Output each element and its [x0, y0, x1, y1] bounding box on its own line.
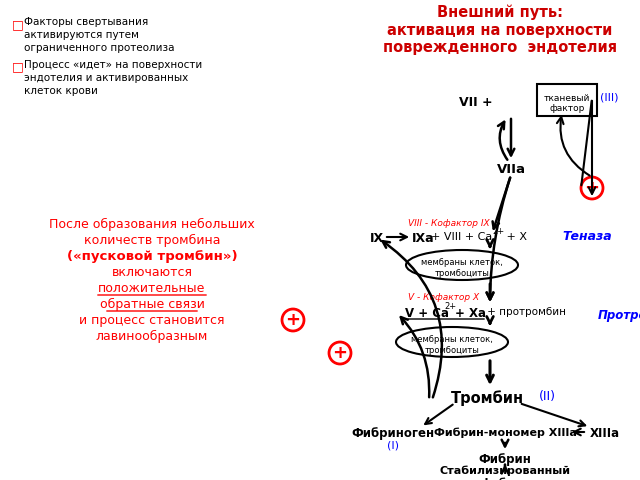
Text: + Xa: + Xa: [455, 307, 486, 320]
Text: VIII - Кофактор IX: VIII - Кофактор IX: [408, 219, 490, 228]
Ellipse shape: [396, 327, 508, 357]
Text: IXa: IXa: [412, 232, 435, 245]
Text: V - Кофактор X: V - Кофактор X: [408, 293, 479, 302]
Text: VII +: VII +: [460, 96, 493, 109]
Text: После образования небольших: После образования небольших: [49, 218, 255, 231]
Text: 2+: 2+: [444, 302, 456, 311]
Text: Факторы свертывания: Факторы свертывания: [24, 17, 148, 27]
Text: VIIa: VIIa: [497, 163, 525, 176]
Text: лавинообразным: лавинообразным: [96, 330, 208, 343]
Text: Стабилизированный: Стабилизированный: [440, 465, 570, 476]
Text: + VIII + Ca: + VIII + Ca: [431, 232, 492, 242]
Text: + протромбин: + протромбин: [484, 307, 566, 317]
Text: ограниченного протеолиза: ограниченного протеолиза: [24, 43, 175, 53]
Text: клеток крови: клеток крови: [24, 86, 98, 96]
Text: (I): (I): [387, 440, 399, 450]
Text: Процесс «идет» на поверхности: Процесс «идет» на поверхности: [24, 60, 202, 70]
Text: V + Ca: V + Ca: [405, 307, 449, 320]
Text: тромбоциты: тромбоциты: [424, 346, 479, 355]
Text: обратные связи: обратные связи: [100, 298, 204, 311]
Text: Внешний путь:
активация на поверхности
поврежденного  эндотелия: Внешний путь: активация на поверхности п…: [383, 5, 617, 55]
Text: мембраны клеток,: мембраны клеток,: [411, 335, 493, 344]
Text: Фибрин: Фибрин: [479, 453, 531, 466]
Text: (III): (III): [600, 93, 618, 103]
Text: □: □: [12, 18, 24, 31]
Text: +: +: [285, 311, 301, 329]
Text: положительные: положительные: [99, 282, 205, 295]
Text: Протромбиназа: Протромбиназа: [598, 309, 640, 322]
Text: («пусковой тромбин»): («пусковой тромбин»): [67, 250, 237, 263]
Text: количеств тромбина: количеств тромбина: [84, 234, 220, 247]
Text: XIIIa: XIIIa: [590, 427, 620, 440]
Text: 2+: 2+: [492, 227, 504, 236]
Text: ткaневый: ткaневый: [544, 94, 590, 103]
Text: активируются путем: активируются путем: [24, 30, 139, 40]
Text: Тромбин: Тромбин: [451, 390, 524, 406]
Ellipse shape: [406, 250, 518, 280]
Text: Фибриноген: Фибриноген: [351, 427, 435, 440]
Text: Теназа: Теназа: [562, 230, 612, 243]
Text: IX: IX: [370, 232, 384, 245]
FancyBboxPatch shape: [537, 84, 597, 116]
Text: фибрин: фибрин: [480, 477, 530, 480]
Text: эндотелия и активированных: эндотелия и активированных: [24, 73, 188, 83]
Text: +: +: [333, 344, 348, 362]
Text: □: □: [12, 60, 24, 73]
Text: и процесс становится: и процесс становится: [79, 314, 225, 327]
Text: тромбоциты: тромбоциты: [435, 269, 490, 278]
Text: включаются: включаются: [111, 266, 193, 279]
Text: Фибрин-мономер XIIIa: Фибрин-мономер XIIIa: [433, 427, 577, 437]
Text: + X: + X: [503, 232, 527, 242]
Text: мембраны клеток,: мембраны клеток,: [421, 258, 503, 267]
Text: (II): (II): [539, 390, 556, 403]
Text: фактор: фактор: [549, 104, 585, 113]
Text: +: +: [584, 179, 600, 197]
